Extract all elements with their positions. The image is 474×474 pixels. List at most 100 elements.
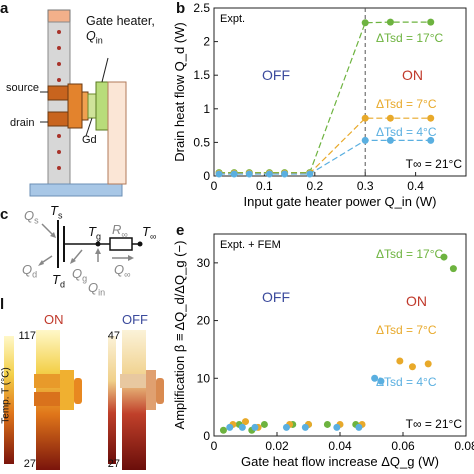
data-point [386,136,394,144]
y-tick-label: 1.5 [193,68,210,82]
x-tick-label: 0.04 [328,439,352,453]
data-point [377,377,385,385]
chart-tag: Expt. [220,13,245,25]
x-tick-label: 0.06 [391,439,415,453]
y-axis-label: Amplification β ≡ ΔQ_d/ΔQ_g (−) [172,241,187,430]
y-tick-label: 2 [203,35,210,49]
data-point [265,170,273,178]
chart-b: 0 0.1 0.2 0.3 0.4 0 0.5 1 1.5 2 2.5 Input gate heat… [172,1,467,209]
data-point [386,18,394,26]
tinf-label: T∞ = 21°C [406,157,463,171]
panel-e-letter: e [176,222,185,239]
series-legend-label: ΔTsd = 17°C [376,31,444,45]
data-point [440,253,448,261]
x-axis-label: Gate heat flow increase ΔQ_g (W) [241,454,439,469]
drain-block [47,111,69,127]
panel-d-letter: l [0,296,5,313]
data-point [361,19,369,27]
series-legend-label: ΔTsd = 17°C [376,247,444,261]
data-point [242,418,249,426]
series-legend-label: ΔTsd = 4°C [376,375,437,389]
series-legend-label: ΔTsd = 7°C [376,323,437,337]
data-point [427,18,435,26]
data-point [396,357,404,365]
base-plate [29,183,123,197]
right-support [107,81,127,185]
x-tick-label: 0.3 [357,179,374,193]
x-tick-label: 0.08 [454,439,474,453]
map-on-label: ON [44,312,64,327]
top-cap [47,9,71,23]
x-axis-label: Input gate heater power Q_in (W) [244,194,437,209]
panel-a-letter: a [0,0,9,17]
y-tick-label: 0 [203,429,210,443]
y-axis-label: Drain heat flow Q_d (W) [172,22,187,161]
x-tick-label: 0 [211,439,218,453]
gd-label: Gd [82,134,97,146]
y-tick-label: 0 [203,169,210,183]
y-tick-label: 0.5 [193,135,210,149]
data-point [427,114,435,122]
data-point [306,170,314,178]
map-off-label: OFF [122,312,148,327]
gate-stack [67,83,83,129]
data-point [408,363,416,371]
data-point [226,423,234,431]
data-point [251,423,259,431]
data-point [427,136,435,144]
data-point [260,420,268,428]
circuit-labels: Qs Ts Tg R∞ T∞ Qd Qg Q∞ Qin Td [22,203,157,298]
gate-heater-label: Gate heater, Qin [86,14,155,46]
on-region-label: ON [402,67,423,83]
off-region-label: OFF [262,67,290,83]
data-point [281,170,289,178]
thermal-maps [4,330,164,470]
data-point [424,360,432,368]
data-point [323,420,331,428]
panel-b-letter: b [176,0,186,17]
cbar-on-min: 27 [23,458,36,470]
data-point [230,170,238,178]
y-tick-label: 2.5 [193,1,210,15]
x-tick-label: 0 [211,179,218,193]
data-point [355,423,363,431]
data-point [282,423,290,431]
source-block [47,85,69,101]
data-point [215,170,223,178]
data-point [371,374,379,382]
device-off [122,330,146,470]
data-point [449,265,457,273]
cbar-off-min: 27 [107,458,120,470]
panel-a-illustration [29,9,127,197]
panel-c-letter: c [0,206,9,223]
cbar-title: Temp. T (°C) [0,367,12,424]
thermal-circuit-diagram [38,220,143,268]
drain-label: drain [10,117,35,129]
cbar-off-max: 47 [107,330,120,342]
y-tick-label: 1 [203,102,210,116]
on-region-label: ON [406,293,427,309]
series-legend-label: ΔTsd = 4°C [376,125,437,139]
gate-heater [95,81,109,131]
data-point [238,423,246,431]
x-tick-label: 0.1 [256,179,273,193]
data-point [386,114,394,122]
source-label: source [6,82,40,94]
cbar-on-max: 117 [18,330,36,342]
x-tick-label: 0.4 [407,179,424,193]
data-point [333,423,341,431]
x-tick-label: 0.02 [265,439,289,453]
y-tick-label: 10 [197,371,211,385]
chart-e: 0 0.02 0.04 0.06 0.08 0 10 20 30 Gate heat flow i… [172,233,474,469]
data-point [219,426,227,434]
tinf-label: T∞ = 21°C [406,417,463,431]
series-line [219,139,431,175]
colorbar-off [108,336,116,464]
y-tick-label: 30 [197,256,211,270]
data-point [361,136,369,144]
colorbar-on [4,336,14,464]
off-region-label: OFF [262,289,290,305]
data-point [301,423,309,431]
plot-frame [213,7,467,177]
y-tick-label: 20 [197,314,211,328]
